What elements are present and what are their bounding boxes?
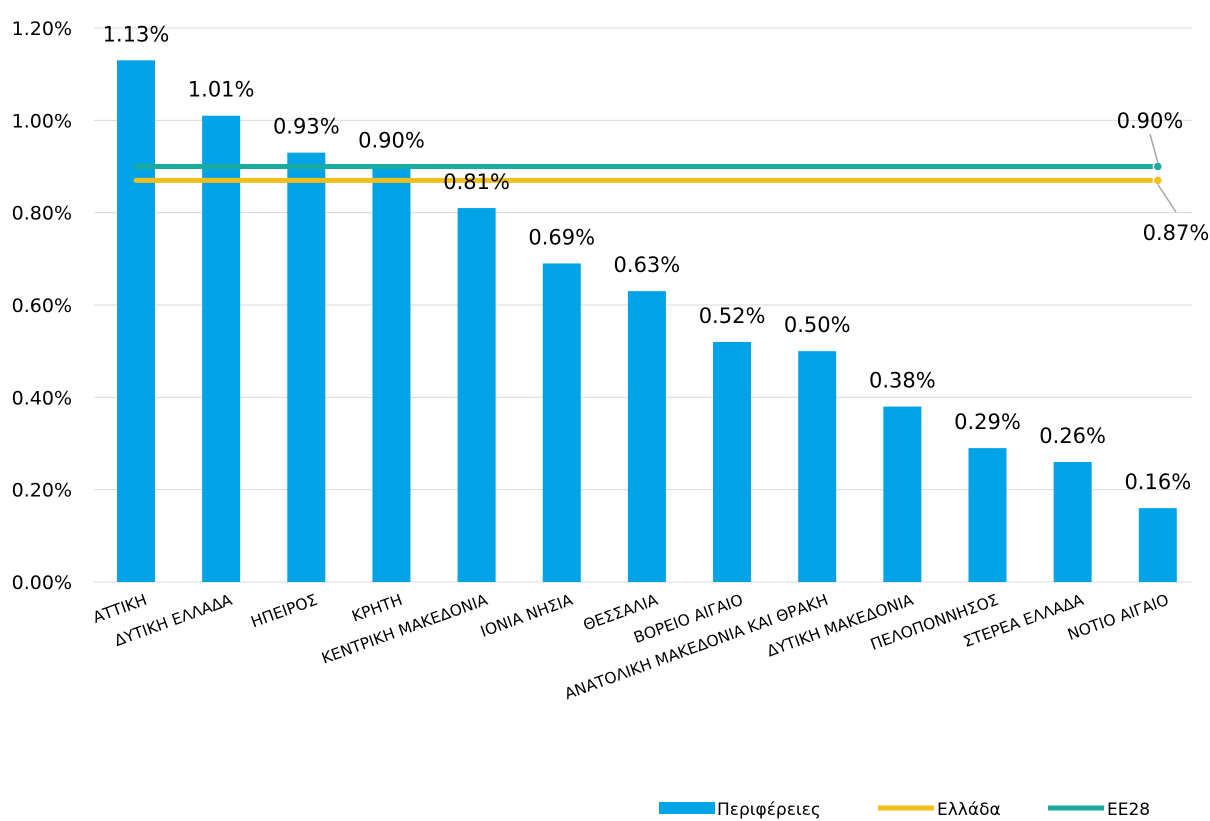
data-labels: 1.13% 1.01% 0.93% 0.90% 0.81% 0.69% 0.63% 0.52%… — [103, 22, 1210, 494]
bar — [798, 351, 837, 582]
bars — [117, 60, 1177, 583]
bar — [713, 341, 752, 582]
bar — [627, 291, 666, 582]
bar-value-label: 0.69% — [528, 225, 595, 249]
bar-value-label: 0.38% — [869, 369, 936, 393]
y-tick-label: 1.00% — [12, 110, 72, 132]
bar — [372, 166, 411, 582]
category-label: ΔΥΤΙΚΗ ΜΑΚΕΔΟΝΙΑ — [764, 591, 916, 661]
bar — [457, 208, 496, 583]
greece-value-label: 0.87% — [1143, 221, 1210, 245]
y-tick-label: 1.20% — [12, 18, 72, 40]
bar-value-label: 1.01% — [188, 78, 255, 102]
category-label: ΑΤΤΙΚΗ — [91, 591, 150, 627]
greece-leader-line — [1157, 183, 1177, 213]
bar — [287, 152, 326, 582]
bar-value-label: 0.29% — [954, 410, 1021, 434]
legend: Περιφέρειες Ελλάδα ΕΕ28 — [659, 800, 1150, 820]
bar — [542, 263, 581, 582]
bar-value-label: 0.90% — [358, 129, 425, 153]
eu28-leader-line — [1149, 133, 1159, 163]
legend-label-eu28: ΕΕ28 — [1107, 800, 1150, 820]
greece-line-end-marker — [1152, 175, 1164, 186]
eu28-line-end-marker — [1152, 161, 1164, 172]
legend-swatch-regions — [659, 802, 715, 814]
bar-value-label: 0.93% — [273, 115, 340, 139]
bar — [883, 406, 922, 582]
eu28-value-label: 0.90% — [1117, 109, 1184, 133]
category-label: ΚΡΗΤΗ — [350, 591, 405, 626]
bar-value-label: 0.16% — [1124, 470, 1191, 494]
y-axis-tick-labels: 0.00% 0.20% 0.40% 0.60% 0.80% 1.00% 1.20% — [12, 18, 72, 594]
bar — [202, 115, 241, 582]
category-label: ΙΟΝΙΑ ΝΗΣΙΑ — [478, 591, 575, 641]
bar — [117, 60, 155, 583]
bar-value-label: 0.52% — [699, 304, 766, 328]
y-tick-label: 0.20% — [12, 480, 72, 502]
bar-value-label: 1.13% — [103, 22, 170, 46]
y-tick-label: 0.40% — [12, 387, 72, 409]
bar — [968, 448, 1007, 582]
bar-value-label: 0.81% — [443, 170, 510, 194]
bar-value-label: 0.26% — [1039, 424, 1106, 448]
legend-label-greece: Ελλάδα — [937, 800, 1001, 820]
bar — [1138, 508, 1177, 582]
bar-value-label: 0.50% — [784, 313, 851, 337]
reference-lines — [133, 133, 1177, 213]
y-tick-label: 0.80% — [12, 203, 72, 225]
y-tick-label: 0.00% — [12, 572, 72, 594]
bar — [1053, 461, 1092, 582]
legend-label-regions: Περιφέρειες — [717, 800, 821, 820]
category-label: ΚΕΝΤΡΙΚΗ ΜΑΚΕΔΟΝΙΑ — [319, 591, 490, 668]
y-tick-label: 0.60% — [12, 295, 72, 317]
bar-value-label: 0.63% — [614, 253, 681, 277]
category-label: ΗΠΕΙΡΟΣ — [249, 591, 320, 632]
